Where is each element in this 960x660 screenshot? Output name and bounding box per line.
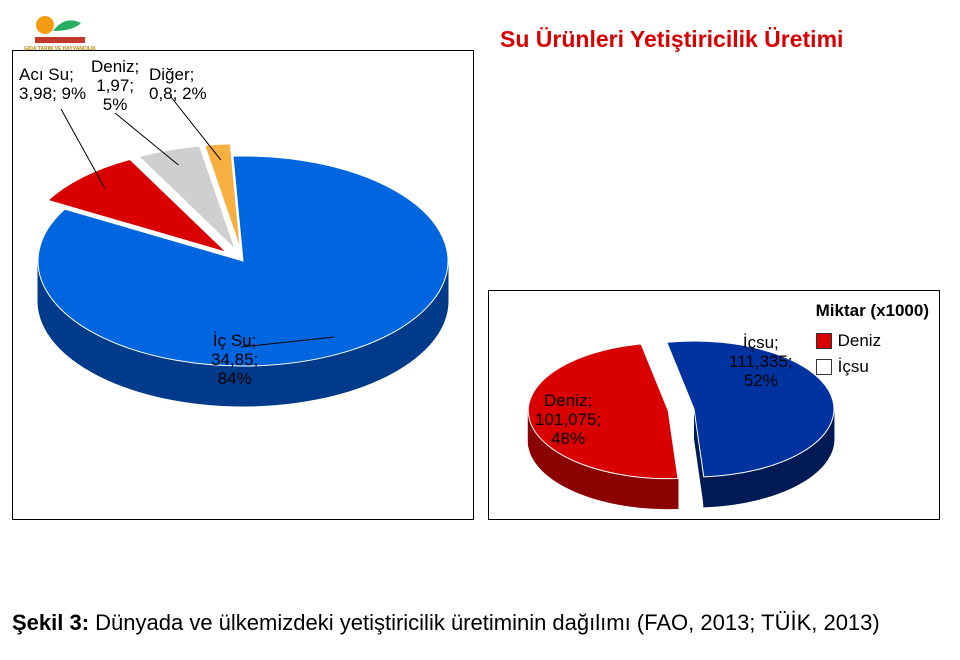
label-ic-su: İç Su; 34,85; 84% bbox=[211, 331, 258, 388]
legend-title: Miktar (x1000) bbox=[816, 301, 929, 321]
legend-item: Deniz bbox=[816, 331, 929, 351]
caption-text: Dünyada ve ülkemizdeki yetiştiricilik ür… bbox=[95, 610, 880, 635]
label-diger: Diğer; 0,8; 2% bbox=[149, 65, 207, 103]
figure-caption: Şekil 3: Dünyada ve ülkemizdeki yetiştir… bbox=[12, 610, 880, 636]
legend-label: Deniz bbox=[838, 331, 881, 351]
left-pie-box: Acı Su; 3,98; 9% Deniz; 1,97; 5% Diğer; … bbox=[12, 50, 474, 520]
legend-item: İçsu bbox=[816, 357, 929, 377]
legend: Miktar (x1000) Deniz İçsu bbox=[816, 301, 929, 383]
figure-canvas: GIDA TARIM VE HAYVANCILIK BAKANLIĞI Su Ü… bbox=[0, 0, 960, 660]
label-right-icsu: İçsu; 111,335; 52% bbox=[729, 333, 793, 390]
label-deniz: Deniz; 1,97; 5% bbox=[91, 57, 139, 114]
right-pie-box: Deniz; 101,075; 48% İçsu; 111,335; 52% M… bbox=[488, 290, 940, 520]
page-title: Su Ürünleri Yetiştiricilik Üretimi bbox=[500, 26, 843, 53]
legend-swatch bbox=[816, 333, 832, 349]
label-right-deniz: Deniz; 101,075; 48% bbox=[535, 391, 601, 448]
legend-swatch bbox=[816, 359, 832, 375]
legend-label: İçsu bbox=[838, 357, 869, 377]
caption-prefix: Şekil 3: bbox=[12, 610, 95, 635]
left-pie-chart bbox=[13, 51, 473, 519]
label-aci-su: Acı Su; 3,98; 9% bbox=[19, 65, 86, 103]
